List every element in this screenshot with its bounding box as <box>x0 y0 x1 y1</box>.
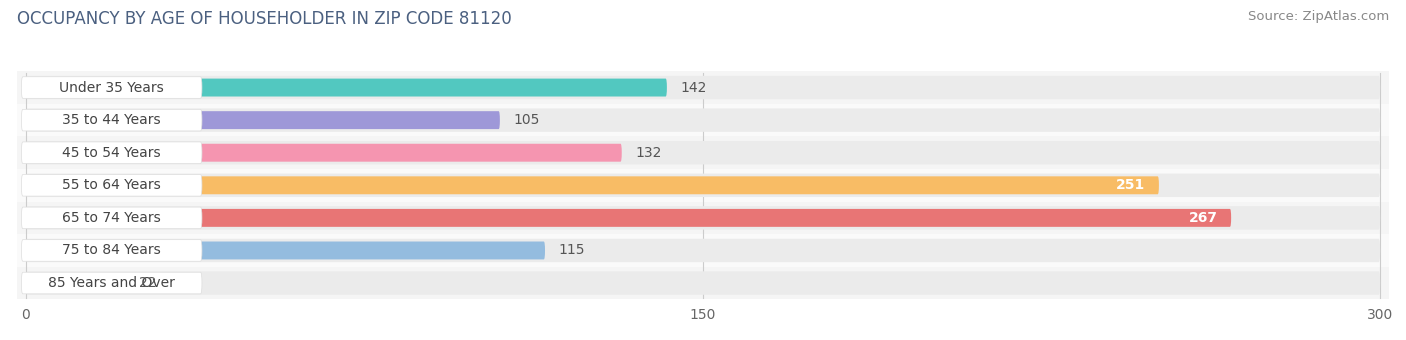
FancyBboxPatch shape <box>17 104 1389 136</box>
FancyBboxPatch shape <box>17 169 1389 202</box>
Text: Source: ZipAtlas.com: Source: ZipAtlas.com <box>1249 10 1389 23</box>
Text: 45 to 54 Years: 45 to 54 Years <box>62 146 160 160</box>
Text: 55 to 64 Years: 55 to 64 Years <box>62 178 162 192</box>
Text: Under 35 Years: Under 35 Years <box>59 81 165 95</box>
FancyBboxPatch shape <box>25 209 1232 227</box>
FancyBboxPatch shape <box>21 77 202 98</box>
FancyBboxPatch shape <box>17 136 1389 169</box>
FancyBboxPatch shape <box>25 241 546 259</box>
FancyBboxPatch shape <box>17 234 1389 267</box>
FancyBboxPatch shape <box>25 144 621 162</box>
Text: 132: 132 <box>636 146 662 160</box>
FancyBboxPatch shape <box>17 267 1389 299</box>
FancyBboxPatch shape <box>25 76 1381 99</box>
FancyBboxPatch shape <box>25 239 1381 262</box>
FancyBboxPatch shape <box>21 240 202 261</box>
Text: OCCUPANCY BY AGE OF HOUSEHOLDER IN ZIP CODE 81120: OCCUPANCY BY AGE OF HOUSEHOLDER IN ZIP C… <box>17 10 512 28</box>
FancyBboxPatch shape <box>17 202 1389 234</box>
Text: 115: 115 <box>558 243 585 257</box>
FancyBboxPatch shape <box>25 111 501 129</box>
Text: 65 to 74 Years: 65 to 74 Years <box>62 211 162 225</box>
FancyBboxPatch shape <box>21 174 202 196</box>
Text: 105: 105 <box>513 113 540 127</box>
FancyBboxPatch shape <box>25 176 1159 194</box>
Text: 35 to 44 Years: 35 to 44 Years <box>62 113 160 127</box>
FancyBboxPatch shape <box>25 271 1381 295</box>
Text: 85 Years and Over: 85 Years and Over <box>48 276 176 290</box>
Text: 75 to 84 Years: 75 to 84 Years <box>62 243 162 257</box>
FancyBboxPatch shape <box>25 206 1381 230</box>
FancyBboxPatch shape <box>21 272 202 294</box>
Text: 251: 251 <box>1116 178 1146 192</box>
FancyBboxPatch shape <box>17 71 1389 104</box>
Text: 142: 142 <box>681 81 707 95</box>
FancyBboxPatch shape <box>25 141 1381 165</box>
FancyBboxPatch shape <box>21 109 202 131</box>
FancyBboxPatch shape <box>25 173 1381 197</box>
FancyBboxPatch shape <box>25 108 1381 132</box>
FancyBboxPatch shape <box>21 207 202 229</box>
Text: 267: 267 <box>1188 211 1218 225</box>
FancyBboxPatch shape <box>25 79 666 97</box>
FancyBboxPatch shape <box>21 142 202 164</box>
Text: 22: 22 <box>139 276 156 290</box>
FancyBboxPatch shape <box>25 274 125 292</box>
